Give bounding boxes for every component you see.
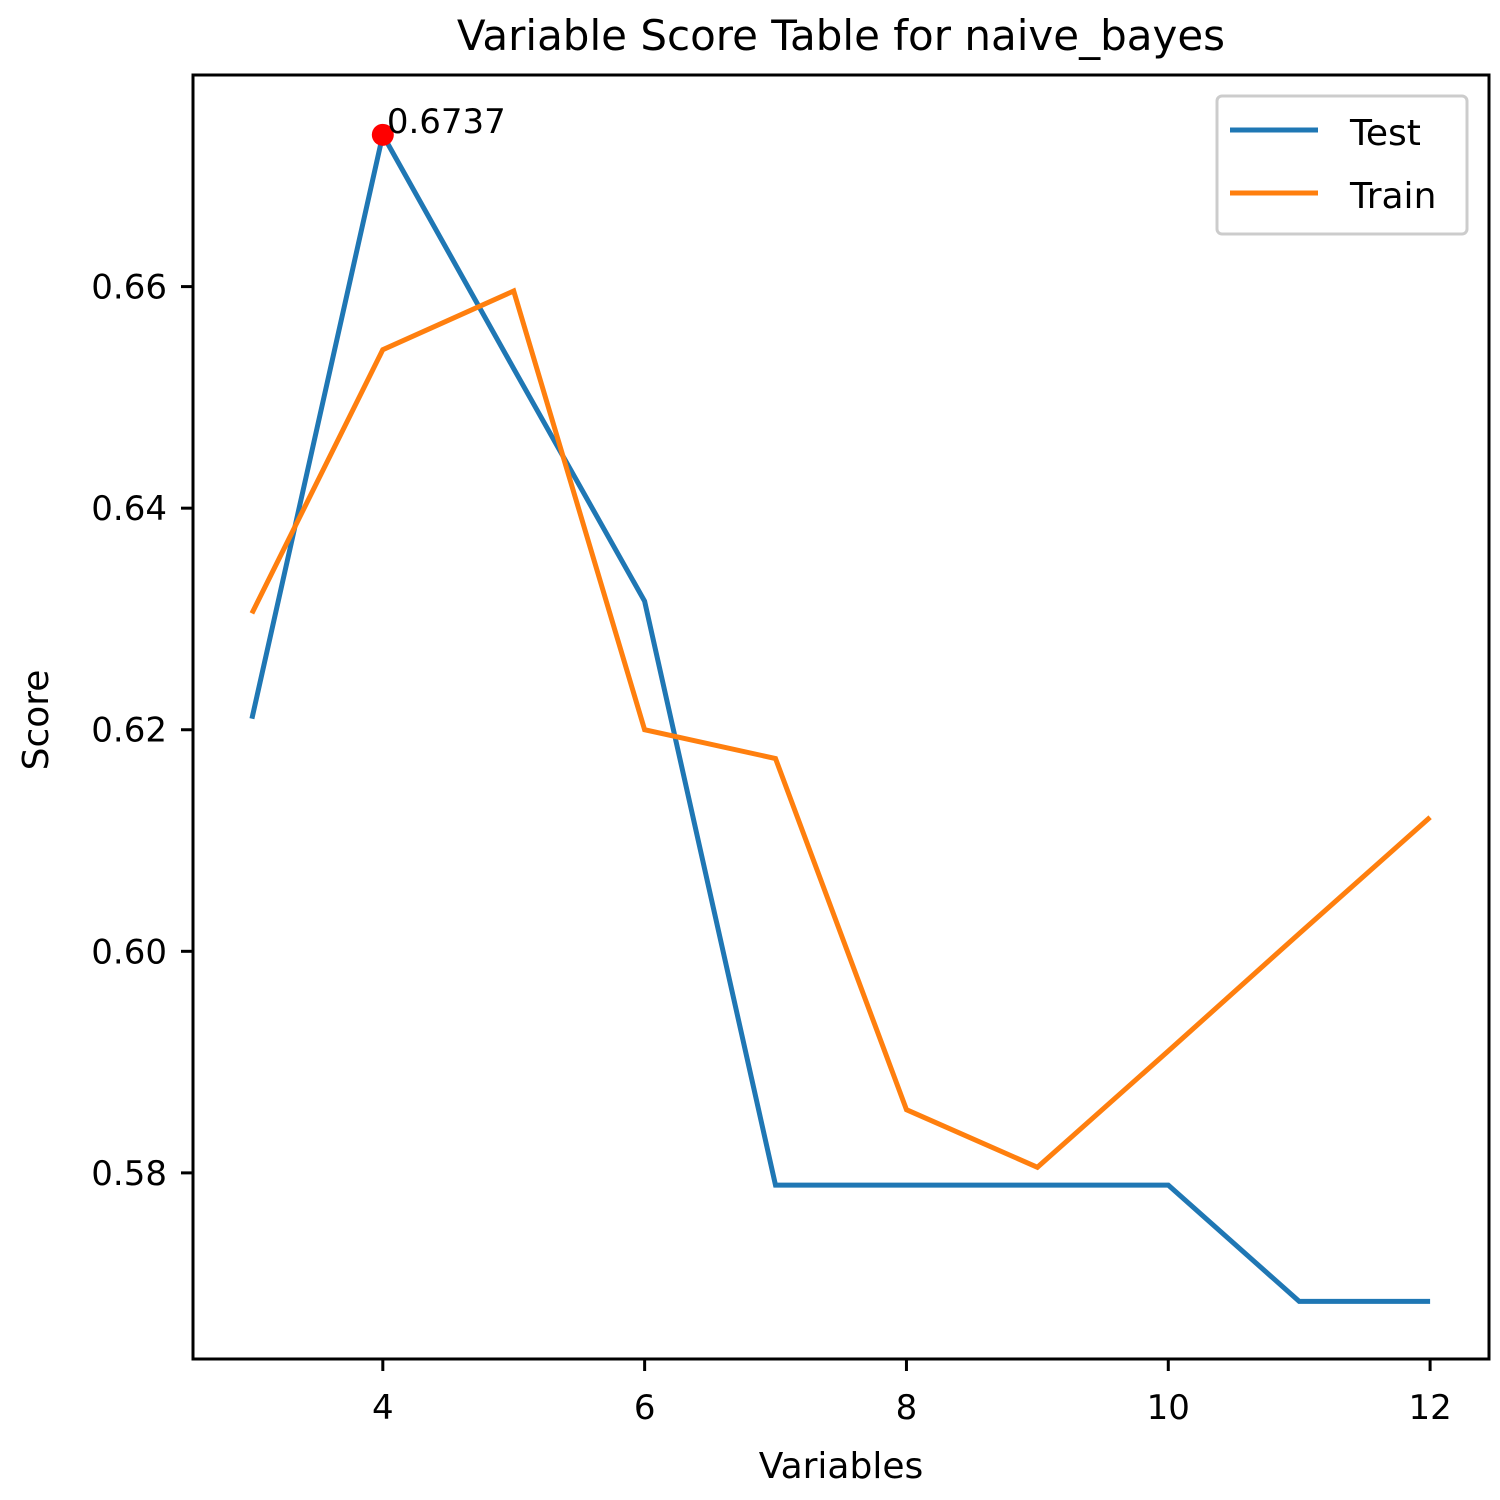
best-score-label: 0.6737 bbox=[387, 102, 506, 142]
y-tick-label: 0.66 bbox=[91, 268, 167, 308]
plot-frame bbox=[191, 73, 1491, 1361]
x-tick-label: 6 bbox=[634, 1388, 656, 1428]
y-tick-label: 0.60 bbox=[91, 932, 167, 972]
x-tick-label: 12 bbox=[1408, 1388, 1451, 1428]
y-tick-label: 0.58 bbox=[91, 1154, 167, 1194]
series-line-test bbox=[249, 127, 1431, 1304]
x-tick-label: 8 bbox=[896, 1388, 918, 1428]
x-tick-label: 10 bbox=[1147, 1388, 1190, 1428]
series-layer: 0.6737 bbox=[249, 102, 1432, 1304]
x-axis-label: Variables bbox=[759, 1446, 924, 1487]
legend: Test Train bbox=[1215, 94, 1469, 236]
chart-title: Variable Score Table for naive_bayes bbox=[457, 11, 1225, 60]
best-score-marker bbox=[371, 123, 394, 146]
ticks-layer: 4 6 8 10 12 0.58 0.60 0.62 0.64 0.66 bbox=[91, 268, 1451, 1428]
legend-test-label: Test bbox=[1349, 113, 1421, 154]
series-line-train bbox=[249, 287, 1432, 1171]
y-tick-label: 0.64 bbox=[91, 489, 167, 529]
y-axis-label: Score bbox=[16, 670, 57, 771]
y-tick-label: 0.62 bbox=[91, 711, 167, 751]
x-tick-label: 4 bbox=[372, 1388, 394, 1428]
legend-train-label: Train bbox=[1349, 176, 1436, 217]
